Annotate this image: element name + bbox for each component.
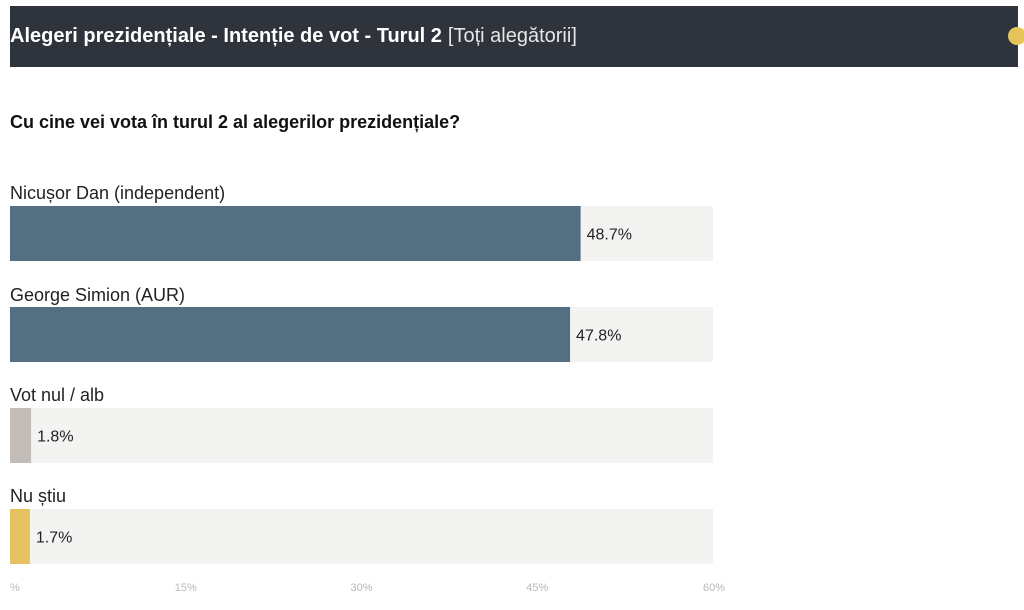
category-label: Nicușor Dan (independent)	[10, 183, 225, 203]
bar	[10, 509, 30, 564]
x-tick-label: %	[10, 582, 20, 594]
category-label: George Simion (AUR)	[10, 285, 185, 305]
category-label: Vot nul / alb	[10, 385, 104, 405]
bar-track	[10, 509, 713, 564]
category-label: Nu știu	[10, 486, 66, 506]
header-title-wrap: Alegeri prezidențiale - Intenție de vot …	[10, 6, 577, 67]
x-tick-label: 60%	[703, 582, 725, 594]
chart-title: Alegeri prezidențiale - Intenție de vot …	[10, 25, 442, 47]
bar	[10, 206, 581, 261]
bar-track	[10, 408, 713, 463]
value-label: 47.8%	[576, 328, 621, 345]
value-label: 48.7%	[587, 227, 632, 244]
value-label: 1.7%	[36, 530, 72, 547]
audience-filter: [Toți alegătorii]	[447, 25, 577, 47]
info-icon[interactable]	[1008, 27, 1024, 45]
x-tick-label: 15%	[175, 582, 197, 594]
bar	[10, 408, 32, 463]
bar	[10, 307, 571, 362]
x-tick-label: 30%	[350, 582, 372, 594]
survey-question: Cu cine vei vota în turul 2 al alegerilo…	[10, 112, 461, 132]
chart-header: Alegeri prezidențiale - Intenție de vot …	[10, 6, 1024, 67]
value-label: 1.8%	[37, 429, 73, 446]
x-tick-label: 45%	[526, 582, 548, 594]
